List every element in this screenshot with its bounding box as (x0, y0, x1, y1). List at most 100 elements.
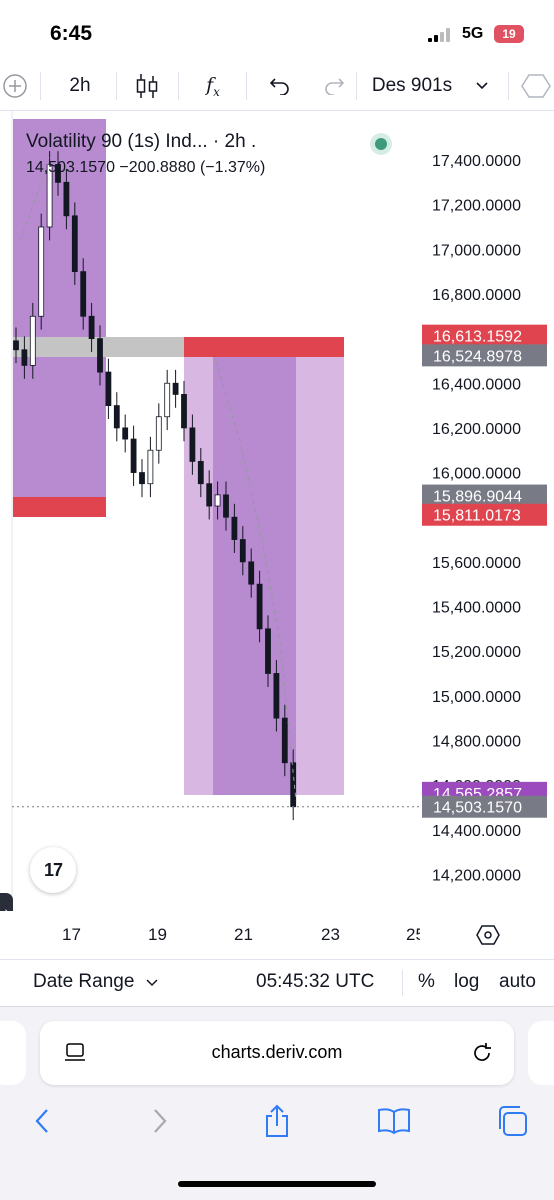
tradingview-logo[interactable]: 17 (30, 847, 76, 893)
add-icon (3, 74, 27, 98)
zone-rect-red (184, 337, 344, 357)
candle-body (88, 315, 95, 339)
candle-body (113, 405, 120, 429)
time-label: 21 (234, 925, 253, 944)
settings-icon (521, 74, 551, 98)
candle-body (21, 349, 28, 366)
time-axis[interactable]: 17 19 21 23 25 (0, 911, 554, 960)
candle-body (71, 215, 78, 273)
candle-body (46, 164, 53, 228)
candle-body (80, 271, 87, 317)
price-chart[interactable]: 17,400.0000 17,200.0000 17,000.0000 16,800.… (0, 111, 554, 911)
forward-button[interactable] (140, 1101, 180, 1141)
candle-body (256, 583, 263, 630)
date-range-label: Date Range (33, 971, 135, 992)
bookmarks-icon (378, 1108, 410, 1135)
symbol-search-button[interactable]: Des 901s (362, 62, 462, 110)
date-range-button[interactable]: Date Range (33, 971, 158, 993)
price-tick-label: 14,400.0000 (432, 823, 521, 840)
side-panel-handle[interactable]: › (0, 893, 13, 911)
candle-body (13, 340, 19, 351)
add-symbol-button[interactable] (0, 62, 30, 110)
candle-body (273, 673, 280, 719)
candle-body (231, 516, 238, 540)
candle-body (223, 494, 229, 518)
network-type: 5G (462, 25, 484, 42)
status-time: 6:45 (50, 22, 93, 45)
candle-body (55, 164, 61, 183)
back-button[interactable] (22, 1101, 62, 1141)
price-tick-label: 15,000.0000 (432, 689, 521, 706)
tabs-icon (499, 1106, 527, 1136)
indicators-button[interactable]: fx (190, 62, 236, 110)
reload-icon[interactable] (470, 1041, 494, 1065)
status-bar: 6:45 5G 19 (0, 0, 554, 62)
candle-body (172, 382, 179, 395)
chevron-down-icon (146, 979, 158, 987)
candle-body (239, 539, 246, 563)
price-tick-label: 17,000.0000 (432, 242, 521, 259)
symbol-dropdown[interactable] (468, 62, 496, 110)
market-status-icon[interactable] (370, 133, 392, 155)
candle-body (97, 338, 103, 373)
undo-button[interactable] (258, 62, 302, 110)
address-bar[interactable]: charts.deriv.com (40, 1021, 514, 1085)
candle-body (139, 472, 145, 485)
home-indicator (178, 1181, 376, 1187)
time-label: 23 (321, 925, 340, 944)
url-text[interactable]: charts.deriv.com (211, 1042, 343, 1062)
chart-type-button[interactable] (124, 62, 170, 110)
candle-body (63, 181, 70, 217)
previous-tab-peek[interactable] (0, 1021, 26, 1085)
candle-body (197, 460, 204, 485)
price-tick-label: 15,400.0000 (432, 600, 521, 617)
share-button[interactable] (257, 1101, 297, 1141)
interval-button[interactable]: 2h (69, 75, 91, 96)
candle-body (214, 494, 221, 507)
trend-line (19, 130, 297, 802)
candle-body (248, 561, 255, 585)
tabs-button[interactable] (492, 1101, 532, 1141)
browser-bottom-bar: charts.deriv.com (0, 1006, 554, 1200)
candle-body (29, 315, 36, 366)
price-tick-label: 16,400.0000 (432, 376, 521, 393)
legend-values: 14,503.1570 −200.8880 (−1.37%) (26, 159, 266, 176)
candle-body (189, 427, 196, 462)
price-tick-label: 14,200.0000 (432, 867, 521, 884)
timezone-clock[interactable]: 05:45:32 UTC (256, 971, 375, 992)
candle-body (105, 371, 112, 406)
bookmarks-button[interactable] (374, 1101, 414, 1141)
log-scale-toggle[interactable]: log (454, 971, 480, 992)
price-label-bg (422, 795, 547, 818)
price-tick-label: 17,200.0000 (432, 198, 521, 215)
time-label: 25 (406, 925, 420, 944)
axis-settings-icon[interactable] (476, 923, 500, 947)
candle-body (181, 394, 187, 429)
candle-body (281, 717, 288, 764)
legend-title[interactable]: Volatility 90 (1s) Ind... · 2h . (26, 131, 257, 152)
price-tick-label: 14,800.0000 (432, 733, 521, 750)
page-menu-icon[interactable] (64, 1043, 86, 1063)
battery-icon: 19 (494, 25, 524, 43)
next-tab-peek[interactable] (528, 1021, 554, 1085)
chart-settings-button[interactable] (518, 62, 554, 110)
chevron-down-icon (476, 82, 488, 90)
share-icon (266, 1104, 288, 1137)
browser-nav (0, 1101, 554, 1145)
redo-button[interactable] (312, 62, 356, 110)
candle-body (206, 483, 213, 507)
price-label-bg (422, 324, 547, 347)
price-label-bg (422, 344, 547, 367)
percent-scale-toggle[interactable]: % (418, 971, 435, 992)
candle-body (122, 427, 129, 440)
chart-pane[interactable]: 17,400.0000 17,200.0000 17,000.0000 16,800.… (0, 111, 554, 911)
chart-toolbar: 2h fx Des 901s (0, 62, 554, 111)
chart-legend: Volatility 90 (1s) Ind... · 2h . 14,503.… (26, 131, 265, 177)
price-tick-label: 16,800.0000 (432, 287, 521, 304)
candle-body (155, 416, 162, 451)
candle-body (147, 449, 154, 485)
price-tick-label: 16,000.0000 (432, 466, 521, 483)
auto-scale-toggle[interactable]: auto (499, 971, 536, 992)
price-label: 16,524.8978 (433, 348, 522, 365)
price-label: 16,613.1592 (433, 329, 522, 346)
